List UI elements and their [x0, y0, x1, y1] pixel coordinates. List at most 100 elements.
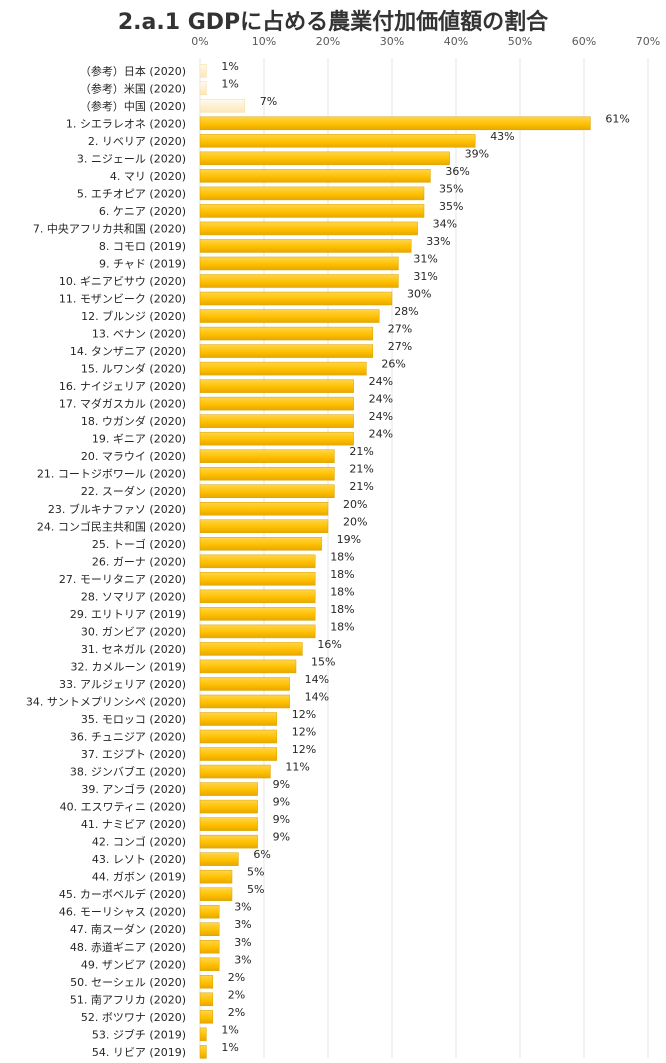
- bar: [199, 502, 329, 516]
- data-label: 30%: [407, 288, 431, 301]
- category-label: 10. ギニアビサウ (2020): [59, 275, 186, 288]
- bar: [199, 834, 258, 849]
- data-label: 18%: [330, 550, 354, 563]
- data-label: 1%: [221, 1041, 238, 1054]
- category-label: 35. モロッコ (2020): [81, 713, 186, 726]
- data-label: 20%: [343, 515, 367, 528]
- data-label: 27%: [388, 340, 412, 353]
- bar: [199, 712, 278, 726]
- reference-bar: [199, 99, 246, 113]
- bar: [199, 169, 431, 183]
- bars: [199, 64, 591, 1059]
- category-label: 38. ジンバブエ (2020): [70, 765, 186, 779]
- bar: [199, 677, 290, 691]
- category-label: 50. セーシェル (2020): [70, 976, 186, 989]
- category-label: （参考）日本 (2020): [80, 64, 186, 78]
- category-label: 9. チャド (2019): [99, 257, 186, 270]
- data-label: 24%: [369, 393, 393, 406]
- category-label: 16. ナイジェリア (2020): [59, 380, 186, 393]
- bar: [199, 764, 271, 779]
- category-label: 24. コンゴ民主共和国 (2020): [37, 519, 186, 533]
- bar: [199, 379, 354, 393]
- data-label: 28%: [394, 305, 418, 318]
- bar: [199, 957, 220, 972]
- bar: [199, 134, 476, 148]
- bar: [199, 642, 303, 656]
- data-label: 2%: [228, 1006, 245, 1019]
- category-label: 25. トーゴ (2020): [92, 537, 186, 551]
- category-label: 49. ザンビア (2020): [81, 958, 186, 971]
- bar: [199, 572, 316, 586]
- data-label: 35%: [439, 200, 463, 213]
- category-label: 52. ボツワナ (2020): [81, 1011, 186, 1024]
- category-label: 40. エスワティニ (2020): [60, 801, 186, 814]
- category-label: 1. シエラレオネ (2020): [66, 117, 186, 130]
- bar: [199, 729, 278, 744]
- bar: [199, 782, 258, 796]
- x-axis-ticks: 0% 10% 20% 30% 40% 50% 60% 70%: [191, 35, 660, 48]
- bar: [199, 887, 233, 901]
- category-label: 18. ウガンダ (2020): [81, 414, 186, 428]
- category-label: 13. ベナン (2020): [92, 328, 186, 341]
- bar: [199, 344, 374, 358]
- data-label: 3%: [234, 901, 251, 914]
- bar: [199, 659, 297, 674]
- category-label: 27. モーリタニア (2020): [59, 573, 186, 586]
- bar: [199, 396, 354, 411]
- data-label: 3%: [234, 936, 251, 949]
- x-tick-label: 50%: [508, 35, 532, 48]
- category-label: 17. マダガスカル (2020): [59, 397, 186, 411]
- data-label: 1%: [221, 60, 238, 73]
- bar: [199, 537, 322, 551]
- category-label: 32. カメルーン (2019): [70, 660, 186, 673]
- value-labels: 1% 1% 7% 61% 43%39% 36% 35% 35% 34% 33% 31% 31% 30% 2…: [221, 60, 629, 1054]
- data-label: 18%: [330, 585, 354, 598]
- data-label: 35%: [439, 182, 463, 195]
- bar: [199, 869, 233, 884]
- data-label: 2%: [228, 971, 245, 984]
- data-label: 9%: [273, 796, 290, 809]
- data-label: 14%: [305, 673, 329, 686]
- bar: [199, 589, 316, 604]
- category-label: 44. ガボン (2019): [92, 871, 186, 884]
- category-label: 47. 南スーダン (2020): [70, 922, 186, 936]
- x-tick-label: 30%: [380, 35, 404, 48]
- data-label: 36%: [445, 165, 469, 178]
- bar: [199, 326, 374, 341]
- x-tick-label: 40%: [444, 35, 468, 48]
- bar: [199, 221, 418, 236]
- category-label: 54. リビア (2019): [92, 1046, 186, 1059]
- x-tick-label: 70%: [636, 35, 660, 48]
- bar: [199, 747, 278, 761]
- bar: [199, 1045, 207, 1059]
- category-label: 48. 赤道ギニア (2020): [70, 940, 186, 954]
- category-label: （参考）米国 (2020): [80, 81, 186, 95]
- bar: [199, 940, 220, 954]
- data-label: 5%: [247, 866, 264, 879]
- bar: [199, 466, 335, 481]
- bar: [199, 554, 316, 569]
- category-label: 46. モーリシャス (2020): [59, 906, 186, 919]
- bar: [199, 116, 591, 131]
- data-label: 31%: [413, 270, 437, 283]
- category-label: 41. ナミビア (2020): [81, 818, 186, 831]
- bar: [199, 1010, 214, 1024]
- x-tick-label: 60%: [572, 35, 596, 48]
- data-label: 31%: [413, 252, 437, 265]
- data-label: 18%: [330, 568, 354, 581]
- bar: [199, 607, 316, 621]
- category-label: 34. サントメプリンシペ (2020): [26, 695, 186, 708]
- category-labels: （参考）日本 (2020) （参考）米国 (2020) （参考）中国 (2020) 1…: [26, 64, 186, 1059]
- category-label: 33. アルジェリア (2020): [59, 678, 186, 691]
- data-label: 12%: [292, 743, 316, 756]
- data-label: 7%: [260, 95, 277, 108]
- data-label: 24%: [369, 428, 393, 441]
- data-label: 18%: [330, 603, 354, 616]
- category-label: 21. コートジボワール (2020): [37, 468, 186, 481]
- data-label: 1%: [221, 1023, 238, 1036]
- chart-title: 2.a.1 GDPに占める農業付加価値額の割合: [117, 10, 549, 35]
- category-label: 3. ニジェール (2020): [77, 152, 186, 165]
- data-label: 33%: [426, 235, 450, 248]
- category-label: 53. ジブチ (2019): [92, 1027, 186, 1041]
- bar: [199, 151, 450, 166]
